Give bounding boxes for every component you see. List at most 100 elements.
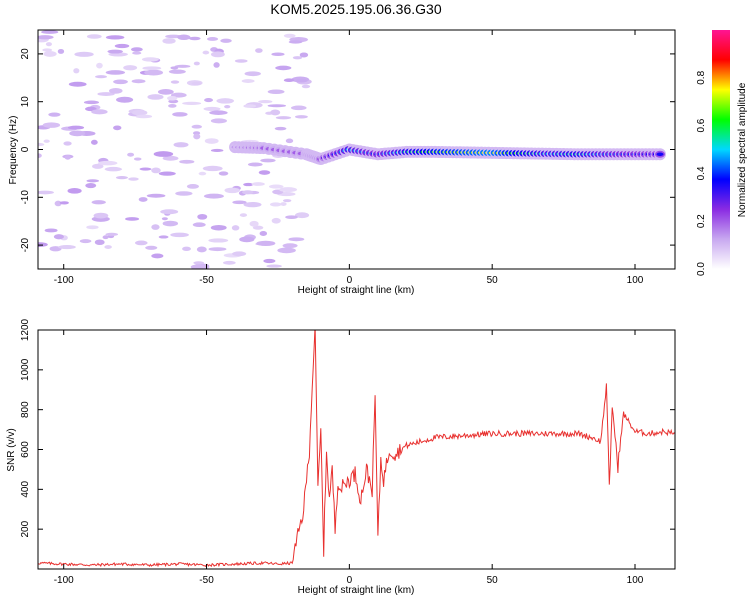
heatmap-cell: [197, 213, 208, 220]
heatmap-cell: [210, 224, 227, 231]
heatmap-cell: [170, 232, 189, 238]
heatmap-cell: [190, 264, 210, 269]
heatmap-cell: [38, 190, 54, 195]
heatmap-cell: [232, 200, 247, 205]
heatmap-cell: [168, 103, 177, 108]
heatmap-cell: [247, 162, 263, 167]
heatmap-cell: [43, 51, 57, 57]
x-tick-label: 0: [347, 275, 353, 286]
heatmap-cell: [203, 106, 221, 111]
heatmap-cell: [179, 159, 195, 164]
spectrogram-heatmap: [38, 30, 667, 269]
colorbar-tick-label: 0.8: [696, 70, 707, 84]
heatmap-cell: [299, 52, 309, 58]
y-tick-label: -20: [20, 237, 31, 252]
heatmap-cell: [139, 167, 152, 171]
heatmap-cell: [202, 165, 223, 172]
heatmap-cell: [128, 177, 139, 181]
heatmap-cell: [74, 51, 94, 57]
heatmap-cell: [58, 244, 76, 250]
heatmap-cell: [266, 264, 282, 268]
heatmap-cell: [86, 179, 100, 183]
heatmap-cell: [94, 239, 105, 246]
heatmap-y-axis-label: Frequency (Hz): [8, 116, 19, 185]
heatmap-cell: [162, 38, 176, 44]
heatmap-cell: [158, 235, 169, 239]
heatmap-cell: [91, 109, 108, 115]
heatmap-cell: [224, 187, 240, 194]
heatmap-cell: [186, 183, 199, 189]
heatmap-cell: [255, 48, 263, 53]
heatmap-cell: [113, 125, 122, 131]
heatmap-cell: [135, 114, 153, 119]
heatmap-cell: [123, 65, 138, 71]
line-x-axis-label: Height of straight line (km): [298, 585, 415, 596]
heatmap-cell: [91, 200, 106, 205]
heatmap-cell: [656, 152, 664, 157]
colorbar-tick-label: 0.4: [696, 166, 707, 180]
heatmap-cell: [38, 242, 48, 247]
heatmap-cell: [141, 57, 159, 62]
heatmap-cell: [244, 71, 261, 77]
heatmap-cell: [277, 247, 296, 254]
heatmap-cell: [239, 236, 255, 243]
heatmap-cell: [292, 56, 303, 60]
heatmap-cell: [158, 171, 176, 176]
heatmap-cell: [251, 182, 265, 186]
heatmap-cell: [57, 48, 65, 54]
heatmap-cell: [285, 138, 294, 144]
colorbar-ticks: 0.0 0.2 0.4 0.6 0.8: [696, 70, 707, 276]
heatmap-cell: [243, 201, 262, 208]
heatmap-cell: [222, 260, 236, 265]
heatmap-cell: [175, 191, 193, 196]
heatmap-cell: [193, 61, 200, 66]
heatmap-cell: [275, 116, 292, 120]
heatmap-cell: [206, 36, 219, 41]
line-chart-frame: [37, 329, 676, 570]
heatmap-cell: [260, 158, 276, 163]
heatmap-cell: [147, 94, 164, 100]
heatmap-cell: [213, 62, 220, 68]
heatmap-cell: [151, 224, 160, 230]
heatmap-cell: [241, 79, 255, 83]
colorbar-label: Normalized spectral amplitude: [737, 82, 748, 217]
heatmap-cell: [294, 212, 310, 219]
heatmap-cell: [59, 201, 69, 205]
heatmap-cell: [288, 40, 303, 44]
heatmap-cell: [203, 193, 224, 199]
heatmap-cell: [64, 154, 71, 160]
heatmap-cell: [138, 197, 148, 202]
heatmap-cell: [115, 175, 128, 180]
x-tick-label: 50: [487, 275, 499, 286]
heatmap-cell: [271, 217, 281, 224]
heatmap-cell: [290, 105, 307, 111]
heatmap-cell: [202, 50, 210, 55]
heatmap-cell: [188, 36, 201, 41]
heatmap-cell: [153, 151, 174, 157]
heatmap-cell: [104, 166, 122, 172]
x-tick-label: 100: [627, 575, 644, 586]
heatmap-cell: [68, 81, 87, 87]
y-tick-label: 1200: [20, 318, 31, 341]
heatmap-cell: [168, 69, 186, 74]
heatmap-cell: [63, 141, 72, 146]
heatmap-cell: [174, 64, 191, 68]
heatmap-cell: [220, 38, 232, 43]
heatmap-cell: [168, 99, 179, 104]
heatmap-cell: [259, 231, 268, 237]
y-tick-label: 10: [20, 96, 31, 108]
heatmap-cell: [90, 139, 98, 145]
heatmap-cell: [208, 238, 229, 243]
heatmap-cell: [191, 124, 202, 129]
heatmap-cell: [267, 104, 287, 108]
heatmap-cell: [162, 155, 179, 161]
heatmap-cell: [232, 251, 247, 257]
chart-title: KOM5.2025.195.06.36.G30: [270, 1, 441, 17]
heatmap-cell: [283, 33, 296, 38]
heatmap-cell: [275, 65, 292, 71]
heatmap-cell: [105, 35, 125, 40]
heatmap-cell: [258, 100, 273, 104]
heatmap-cell: [177, 34, 191, 41]
heatmap-cell: [285, 215, 298, 219]
heatmap-cell: [173, 142, 189, 148]
